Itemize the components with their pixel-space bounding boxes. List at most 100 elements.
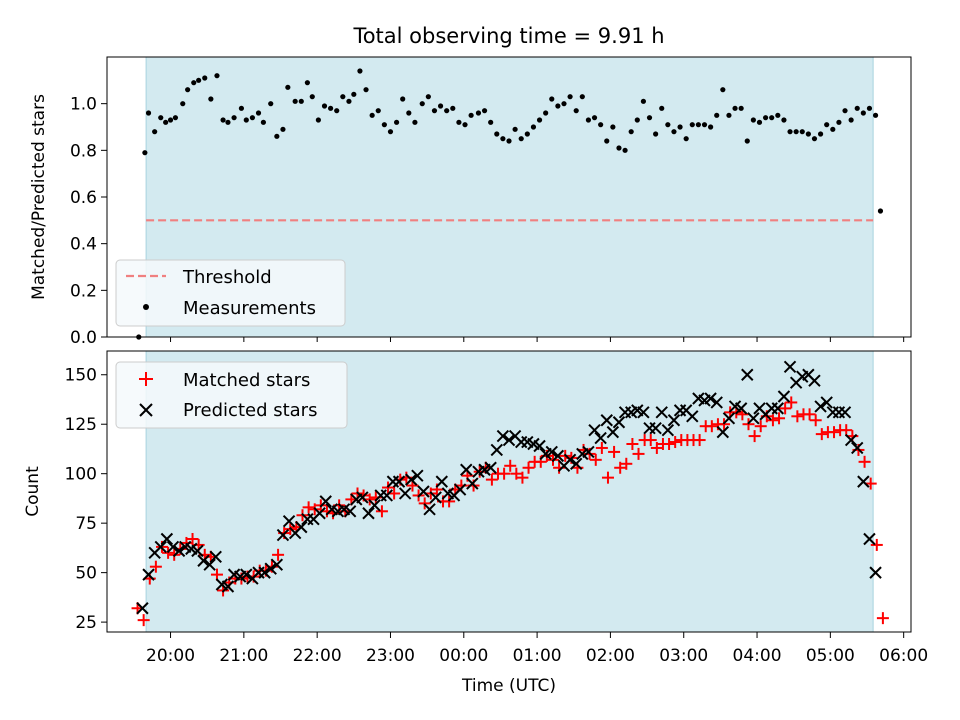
matched-star-point	[705, 420, 718, 433]
measurement-point	[750, 117, 756, 123]
count-y-axis-label: Count	[23, 466, 43, 517]
predicted-star-point	[264, 562, 277, 575]
matched-star-point	[302, 501, 315, 514]
predicted-star-point	[160, 532, 174, 546]
matched-star-point	[858, 455, 871, 468]
legend-predicted-swatch	[139, 403, 153, 417]
measurement-point	[659, 105, 665, 111]
predicted-star-point	[423, 503, 436, 516]
matched-star-point	[773, 412, 786, 425]
measurement-point	[708, 124, 714, 130]
predicted-star-point	[166, 540, 180, 554]
measurement-point	[225, 119, 231, 125]
measurement-point	[634, 117, 640, 123]
measurement-point	[280, 126, 286, 132]
measurement-point	[450, 105, 456, 111]
measurement-point	[309, 94, 315, 100]
y-tick-label: 0.2	[70, 281, 97, 301]
measurement-point	[437, 103, 444, 109]
measurement-point	[231, 115, 237, 121]
measurement-point	[518, 136, 524, 142]
time-x-axis: 20:00 21:00 22:00 23:00 00:00 01:00 02:00 03:00…	[146, 632, 928, 666]
matched-star-point	[815, 428, 828, 441]
measurement-point	[444, 108, 450, 114]
measurement-point	[431, 108, 438, 114]
x-tick-label: 01:00	[513, 646, 562, 666]
y-tick-label: 50	[75, 564, 97, 584]
predicted-star-point	[368, 499, 381, 512]
predicted-star-point	[710, 396, 723, 409]
predicted-star-point	[820, 396, 833, 409]
measurement-point	[787, 129, 793, 135]
measurement-point	[328, 105, 334, 111]
matched-star-point	[186, 532, 199, 545]
ratio-plot-area	[136, 68, 884, 340]
matched-star-point	[870, 538, 883, 551]
predicted-star-point	[496, 429, 510, 443]
predicted-star-point	[453, 483, 467, 496]
measurement-point	[536, 117, 543, 123]
measurement-point	[561, 101, 567, 107]
measurement-point	[824, 122, 830, 128]
predicted-star-point	[563, 453, 577, 467]
measurement-point	[202, 75, 208, 81]
legend-measurements-swatch	[143, 304, 149, 310]
predicted-star-point	[276, 528, 290, 542]
matched-star-point	[644, 434, 657, 447]
matched-star-point	[754, 420, 767, 433]
measurement-point	[665, 122, 671, 128]
measurement-point	[726, 112, 732, 118]
predicted-star-point	[808, 374, 821, 387]
measurement-point	[732, 105, 738, 111]
measurement-point	[220, 117, 226, 123]
predicted-star-point	[533, 439, 546, 453]
chart-title: Total observing time = 9.91 h	[352, 24, 664, 48]
measurement-point	[683, 136, 689, 142]
matched-star-point	[522, 461, 535, 474]
matched-star-point	[766, 414, 779, 427]
measurement-point	[805, 131, 811, 137]
matched-star-point	[650, 441, 663, 454]
predicted-star-point	[319, 495, 332, 508]
measurement-point	[877, 208, 884, 214]
matched-star-point	[498, 467, 511, 480]
measurement-point	[274, 133, 280, 139]
predicted-star-point	[343, 505, 357, 518]
matched-star-point	[601, 471, 614, 484]
measurement-point	[567, 94, 573, 100]
matched-star-point	[632, 447, 645, 460]
matched-star-point	[614, 461, 627, 474]
predicted-star-point	[466, 477, 479, 490]
x-tick-label: 02:00	[586, 646, 635, 666]
measurement-point	[387, 129, 394, 135]
y-tick-label: 100	[65, 465, 97, 485]
measurement-point	[304, 80, 310, 86]
matched-star-point	[809, 414, 822, 427]
predicted-star-point	[460, 463, 473, 476]
measurement-point	[351, 91, 357, 97]
measurement-point	[268, 101, 274, 107]
measurement-point	[249, 115, 256, 121]
measurement-point	[475, 110, 482, 116]
matched-star-point	[669, 436, 682, 449]
measurement-point	[579, 94, 585, 100]
measurement-point	[512, 126, 518, 132]
y-tick-label: 1.0	[70, 95, 97, 115]
measurement-point	[689, 122, 695, 128]
predicted-star-point	[588, 423, 601, 437]
predicted-star-point	[722, 412, 736, 425]
measurement-point	[860, 110, 866, 116]
legend-threshold-label: Threshold	[182, 267, 272, 288]
measurement-point	[720, 87, 726, 93]
x-tick-label: 05:00	[806, 646, 855, 666]
legend-measurements-label: Measurements	[183, 298, 316, 319]
y-tick-label: 75	[75, 514, 97, 534]
predicted-star-point	[313, 507, 326, 520]
y-tick-label: 0.4	[70, 235, 97, 255]
measurement-point	[762, 115, 769, 121]
measurement-point	[793, 129, 799, 135]
matched-star-point	[785, 396, 798, 409]
matched-star-point	[828, 426, 841, 439]
measurement-point	[375, 108, 381, 114]
